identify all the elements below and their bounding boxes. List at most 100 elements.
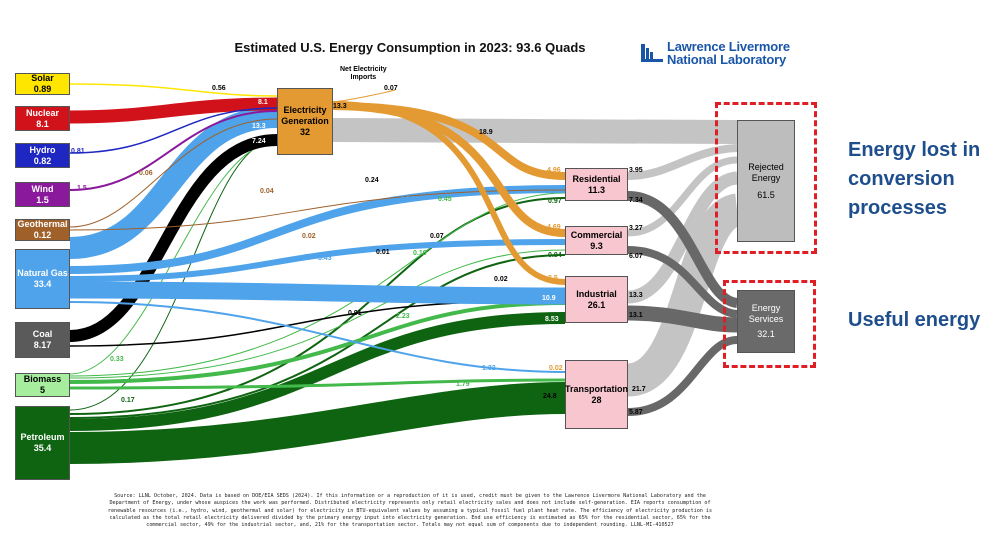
flow-gas-to-elec [69,106,278,259]
flow-label: 0.04 [260,188,274,195]
sector-node-commercial: Commercial 9.3 [565,226,628,255]
source-name: Petroleum [20,432,65,442]
flow-petroleum-to-res [69,197,566,415]
flow-label: 0.94 [548,252,562,259]
flow-trans-to-rejected [625,193,742,397]
flow-label: 7.34 [629,197,643,204]
source-name: Natural Gas [17,268,68,278]
source-name: Coal [32,329,53,339]
flow-label: 8.53 [545,316,559,323]
flow-label: 7.24 [252,138,266,145]
source-value: 0.12 [33,230,52,240]
flow-geo-to-res [69,189,566,231]
flow-label: 13.3 [333,103,347,110]
flow-biomass-to-trans [69,378,566,390]
flow-label: 21.7 [632,386,646,393]
useful-energy-callout: Useful energy [848,309,981,331]
flow-gas-to-trans [69,301,566,373]
chart-title: Estimated U.S. Energy Consumption in 202… [234,40,586,55]
flow-label: 13.3 [629,292,643,299]
footnote-line: Source: LLNL October, 2024. Data is base… [114,493,706,499]
sector-name: Industrial [576,288,617,299]
llnl-name-line2: National Laboratory [667,52,786,67]
flow-label: 0.17 [121,397,135,404]
llnl-name-line1: Lawrence Livermore [667,39,790,54]
flow-elec-to-ind [332,101,566,285]
source-value: 0.82 [33,155,52,166]
flow-label: 1.79 [456,381,470,388]
flow-label: 0.07 [384,85,398,92]
output-name: Rejected Energy [748,161,784,183]
sector-value: 28 [591,394,602,405]
flow-label: 10.9 [542,295,556,302]
source-footnote: Source: LLNL October, 2024. Data is base… [70,493,750,529]
flow-label: 1.32 [482,365,496,372]
output-value: 32.1 [757,329,775,339]
flow-label: 24.8 [543,393,557,400]
footnote-line: calculated as the total retail electrici… [109,514,711,521]
imports-label-line1: Net Electricity [340,66,387,73]
sector-node-electricity-generation: Electricity Generation 32 [277,88,333,155]
output-node-energy-services: Energy Services 32.1 [737,290,795,353]
flow-label: 0.07 [430,233,444,240]
flow-label: 2.23 [396,313,410,320]
flow-label: 0.81 [71,148,85,155]
flow-label: 0.97 [548,198,562,205]
flow-label: 13.1 [629,312,643,319]
flow-petroleum-to-ind [69,312,566,431]
source-value: 1.5 [36,194,49,205]
flow-label-layer: 0.56 8.1 13.3 7.24 0.81 1.5 0.06 0.04 13… [71,85,646,416]
sector-value: 9.3 [590,240,603,251]
flow-petroleum-to-trans [69,382,566,464]
energy-lost-line2: conversion [848,168,955,190]
sector-name: Commercial [570,229,623,240]
flow-coal-to-elec [69,134,278,342]
source-node-hydro: Hydro 0.82 [15,143,70,168]
flow-hydro-to-elec [69,107,278,154]
source-value: 5 [39,385,45,395]
flow-label: 3.95 [629,167,643,174]
sector-value: 32 [299,127,310,137]
energy-lost-callout: Energy lost in conversion processes [848,136,980,223]
footnote-line: commercial sector, 49% for the industria… [146,522,674,529]
energy-lost-line1: Energy lost in [848,139,981,161]
flow-label: 0.56 [212,85,226,92]
flow-solar-to-elec [69,83,278,97]
flow-petroleum-to-com [69,254,566,419]
flow-label: 0.91 [348,310,362,317]
flow-wind-to-elec [69,110,278,191]
footnote-line: Department of Energy, under whose auspic… [109,500,711,507]
source-name: Nuclear [25,107,60,118]
flow-label: 4.64 [400,196,414,203]
flow-nuclear-to-elec [69,97,278,124]
source-value: 0.89 [33,84,52,94]
output-name: Energy Services [748,303,784,324]
rejected-energy-highlight [715,102,817,254]
flow-label: 6.07 [629,253,643,260]
flow-gas-to-com [69,239,566,282]
flow-res-to-rejected [627,144,738,180]
source-name: Geothermal [17,219,68,229]
flow-label: 0.01 [376,249,390,256]
source-node-nuclear: Nuclear 8.1 [15,106,70,131]
flow-label: 0.19 [413,250,427,257]
flow-gas-to-ind [69,281,566,305]
flow-label: 13.3 [252,123,266,130]
flow-imports-to-elec [332,89,396,103]
sector-name: Electricity Generation [281,105,329,126]
flow-com-to-rejected [627,156,738,237]
source-node-natural-gas: Natural Gas 33.4 [15,249,70,309]
flow-ind-to-services [627,305,738,333]
flow-label: 0.33 [110,356,124,363]
energy-lost-line3: processes [848,197,947,219]
sector-node-transportation: Transportation 28 [565,360,628,429]
flow-label: 0.06 [139,170,153,177]
flow-label: 0.02 [494,276,508,283]
flow-label: 1.5 [77,185,87,192]
source-node-solar: Solar 0.89 [15,73,70,95]
source-node-petroleum: Petroleum 35.4 [15,406,70,480]
sector-name: Transportation [565,383,629,394]
flow-label: 8.1 [258,99,268,106]
